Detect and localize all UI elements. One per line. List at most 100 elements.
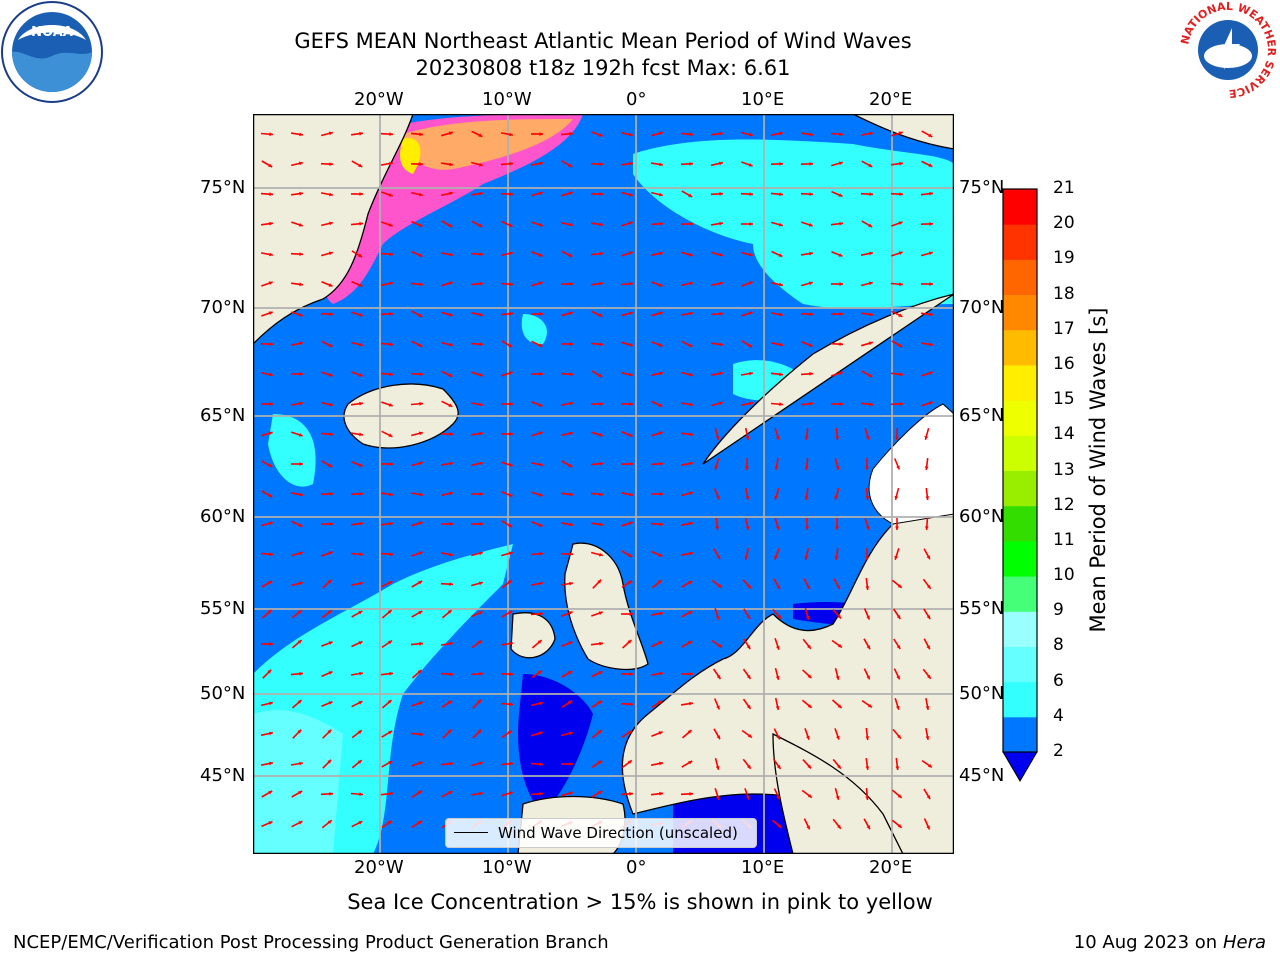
wind-wave-arrow-head (388, 820, 392, 825)
wind-wave-arrow-head (328, 641, 333, 645)
wind-wave-arrow-head (509, 311, 513, 316)
wind-wave-arrow-head (809, 132, 813, 137)
wind-wave-arrow-head (508, 493, 513, 497)
lat-tick-left-70n: 70°N (200, 297, 246, 318)
wind-wave-arrow-head (924, 435, 929, 440)
wind-wave-arrow-head (658, 731, 663, 735)
colorbar-tick-label: 11 (1053, 529, 1075, 550)
wind-wave-arrow-head (418, 313, 423, 317)
wind-wave-arrow-head (748, 281, 753, 285)
wind-wave-arrow-head (869, 131, 873, 136)
wind-wave-arrow-head (509, 432, 513, 436)
wind-wave-arrow-head (866, 525, 870, 530)
wind-wave-arrow-head (478, 133, 483, 137)
wind-wave-arrow-head (389, 552, 393, 557)
wind-wave-arrow-head (659, 791, 663, 796)
credit-text: NCEP/EMC/Verification Post Processing Pr… (13, 932, 609, 953)
wind-wave-arrow-head (328, 131, 333, 136)
wind-wave-arrow-head (715, 615, 720, 620)
wind-wave-arrow-head (298, 791, 303, 795)
wind-wave-arrow-head (805, 526, 809, 530)
wind-wave-arrow-head (629, 612, 633, 616)
wind-wave-arrow-head (297, 729, 302, 734)
wind-wave-arrow-head (897, 584, 902, 588)
wind-wave-arrow-head (449, 491, 453, 496)
wind-wave-arrow-head (836, 585, 840, 590)
wind-wave-arrow-head (928, 763, 932, 768)
wind-wave-arrow-head (358, 163, 363, 167)
wind-wave-arrow-head (419, 282, 423, 287)
wind-wave-arrow-head (479, 431, 483, 436)
wind-wave-arrow-head (509, 702, 513, 707)
wind-wave-arrow-head (268, 493, 273, 497)
wind-wave-arrow-head (865, 736, 870, 740)
wind-wave-arrow-head (328, 463, 333, 467)
wind-wave-arrow-head (838, 161, 843, 166)
wind-wave-arrow-head (299, 401, 303, 406)
wind-wave-arrow-head (418, 820, 422, 825)
wind-wave-arrow-head (597, 730, 602, 734)
wind-wave-arrow-head (508, 371, 513, 376)
wind-wave-arrow-head (804, 556, 809, 560)
colorbar-tick-label: 15 (1053, 389, 1075, 410)
wind-wave-arrow-head (539, 161, 543, 166)
wind-wave-arrow-head (689, 222, 693, 226)
wind-wave-arrow-head (297, 640, 302, 644)
wind-wave-arrow-head (508, 462, 513, 467)
wind-wave-arrow-head (749, 192, 753, 196)
legend-line-icon (454, 832, 488, 833)
wind-wave-arrow-head (897, 794, 902, 798)
wind-wave-arrow-head (569, 522, 573, 527)
wind-wave-arrow-head (477, 699, 482, 704)
colorbar-tick-label: 16 (1053, 353, 1075, 374)
wind-wave-arrow-head (418, 611, 423, 615)
wind-wave-arrow-head (509, 282, 513, 287)
wind-wave-arrow-head (479, 791, 483, 796)
wind-wave-arrow-head (749, 252, 753, 257)
wind-wave-arrow-head (479, 522, 483, 526)
colorbar-cell (1003, 611, 1037, 647)
wind-wave-arrow-head (599, 222, 603, 227)
wind-wave-arrow-head (868, 223, 873, 227)
wind-wave-arrow-head (538, 343, 543, 347)
wind-wave-arrow-head (568, 191, 573, 196)
colorbar-cell (1003, 470, 1037, 507)
wind-wave-arrow-head (419, 492, 423, 497)
wind-wave-arrow-head (895, 526, 899, 530)
wind-wave-arrow-head (419, 132, 423, 137)
lon-tick-top-10w: 10°W (482, 89, 532, 110)
colorbar-tick-label: 17 (1053, 318, 1075, 339)
wind-wave-arrow-head (569, 282, 573, 286)
wind-wave-arrow-head (866, 675, 870, 680)
wind-wave-arrow-head (716, 735, 720, 740)
wind-wave-arrow-head (569, 552, 573, 556)
wind-wave-arrow-head (449, 191, 453, 196)
wind-wave-arrow-head (926, 615, 931, 620)
wind-wave-arrow-head (568, 641, 573, 645)
wind-wave-arrow-head (418, 521, 423, 526)
wind-wave-arrow-head (599, 522, 603, 527)
wind-wave-arrow-head (268, 463, 273, 467)
wind-wave-arrow-head (806, 825, 810, 830)
wind-wave-arrow-head (268, 821, 273, 825)
wind-wave-arrow-head (898, 251, 903, 255)
wind-wave-arrow-head (629, 672, 633, 676)
wind-wave-arrow-head (539, 462, 543, 467)
wind-wave-arrow-head (835, 526, 839, 530)
wind-wave-arrow-head (357, 730, 362, 735)
colorbar-cell (1003, 294, 1037, 331)
wind-wave-arrow-head (419, 401, 423, 406)
wind-wave-arrow-head (746, 615, 751, 620)
wind-wave-arrow-head (746, 645, 751, 650)
wind-wave-arrow-head (869, 402, 873, 407)
lat-tick-right-55n: 55°N (959, 598, 1005, 619)
wind-wave-arrow-head (298, 223, 303, 227)
wind-wave-arrow-head (358, 701, 363, 705)
wind-wave-arrow-head (629, 492, 633, 497)
wind-wave-arrow-head (418, 551, 423, 555)
colorbar-cell (1003, 435, 1037, 471)
wind-wave-arrow-head (716, 675, 721, 679)
wind-wave-arrow-head (657, 580, 662, 584)
wind-wave-arrow-head (929, 342, 933, 347)
run-date: 10 Aug 2023 on Hera (1074, 932, 1266, 953)
